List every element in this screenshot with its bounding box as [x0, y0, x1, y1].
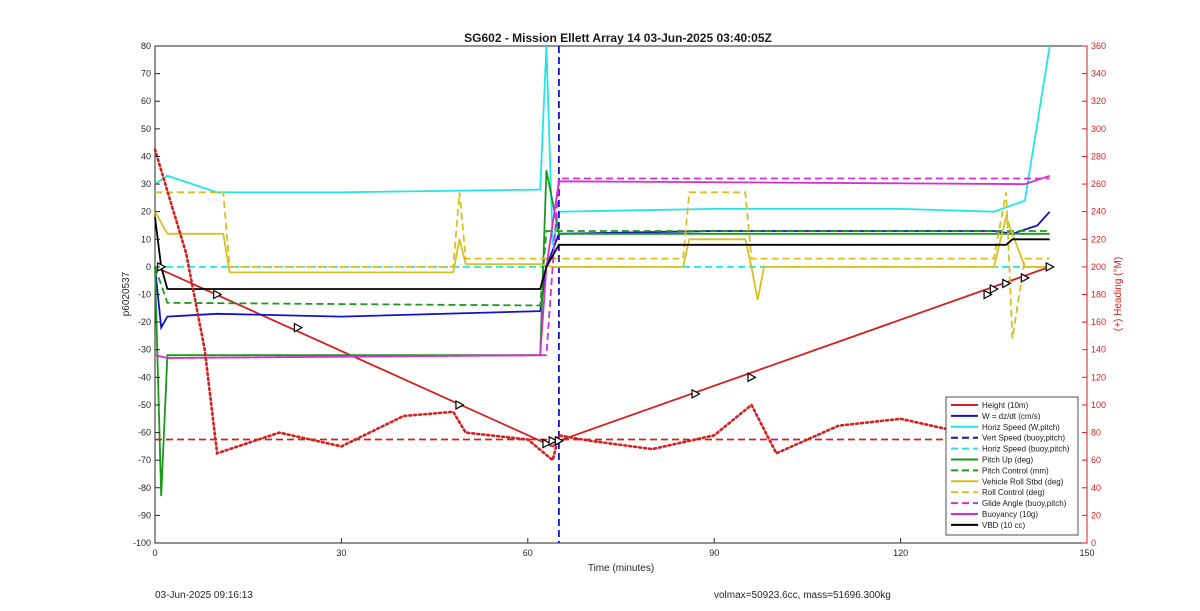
y2-tick-label: 220	[1091, 234, 1106, 244]
legend-box	[945, 396, 1079, 536]
triangle-marker	[747, 372, 757, 383]
y-tick-label: -40	[138, 372, 151, 382]
legend-label: Horiz Speed (W,pitch)	[982, 423, 1060, 432]
marker-layer	[157, 261, 1055, 449]
triangle-marker	[691, 388, 701, 399]
x-tick-label: 30	[336, 548, 346, 558]
series-layer	[153, 45, 1051, 543]
triangle-marker	[213, 289, 223, 300]
series-line-9	[155, 191, 1050, 339]
legend-label: Vehicle Roll Stbd (deg)	[982, 477, 1064, 486]
y-tick-label: 20	[141, 207, 151, 217]
y2-tick-label: 240	[1091, 207, 1106, 217]
legend-label: Pitch Up (deg)	[982, 456, 1033, 465]
x-tick-label: 120	[893, 548, 908, 558]
y-tick-label: 10	[141, 234, 151, 244]
y-tick-label: -100	[133, 538, 151, 548]
plot-frame	[154, 45, 1088, 544]
y-tick-label: 30	[141, 179, 151, 189]
y-tick-label: 80	[141, 41, 151, 51]
series-line-6	[154, 170, 1050, 497]
y2-tick-label: 260	[1091, 179, 1106, 189]
series-line-13	[153, 148, 1051, 476]
y2-tick-label: 300	[1091, 124, 1106, 134]
footer-timestamp: 03-Jun-2025 09:16:13	[155, 590, 253, 601]
y2-tick-label: 320	[1091, 96, 1106, 106]
triangle-marker	[455, 399, 465, 410]
y2-axis-ticks: 3603403203002802602402202001801601401201…	[1082, 41, 1106, 548]
y2-tick-label: 180	[1091, 290, 1106, 300]
legend-label: Roll Control (deg)	[982, 488, 1045, 497]
x-tick-label: 90	[709, 548, 719, 558]
y-axis-label: p6020537	[121, 271, 132, 316]
footer-volmax-mass: volmax=50923.6cc, mass=51696.300kg	[714, 590, 891, 601]
y2-tick-label: 120	[1091, 372, 1106, 382]
y2-tick-label: 80	[1091, 428, 1101, 438]
y-tick-label: -80	[138, 483, 151, 493]
y2-tick-label: 160	[1091, 317, 1106, 327]
legend-label: Pitch Control (mm)	[982, 466, 1049, 475]
y2-tick-label: 40	[1091, 483, 1101, 493]
plot-area	[153, 45, 1088, 544]
series-line-8	[154, 211, 1050, 301]
triangle-marker	[548, 435, 558, 446]
legend-label: Vert Speed (buoy,pitch)	[982, 434, 1065, 443]
legend-label: W = dz/dt (cm/s)	[982, 412, 1041, 421]
y-tick-label: 50	[141, 124, 151, 134]
legend-label: VBD (10 cc)	[982, 521, 1025, 530]
y2-tick-label: 340	[1091, 69, 1106, 79]
y2-tick-label: 280	[1091, 151, 1106, 161]
y-tick-label: -20	[138, 317, 151, 327]
y-tick-label: -10	[138, 290, 151, 300]
y2-tick-label: 360	[1091, 41, 1106, 51]
y-tick-label: 0	[146, 262, 151, 272]
legend-label: Glide Angle (buoy,pitch)	[982, 499, 1067, 508]
y-tick-label: -70	[138, 455, 151, 465]
triangle-marker	[554, 435, 565, 446]
legend-label: Horiz Speed (buoy,pitch)	[982, 445, 1070, 454]
triangle-marker	[1020, 272, 1031, 283]
triangle-marker	[293, 322, 304, 333]
y-tick-label: 60	[141, 96, 151, 106]
y2-tick-label: 20	[1091, 510, 1101, 520]
y2-tick-label: 200	[1091, 262, 1106, 272]
triangle-marker	[989, 283, 1000, 294]
y2-tick-label: 0	[1091, 538, 1096, 548]
triangle-marker	[1002, 278, 1012, 289]
y-tick-label: -50	[138, 400, 151, 410]
series-line-3	[154, 45, 1051, 245]
y-tick-label: 70	[141, 69, 151, 79]
legend-label: Height (10m)	[982, 401, 1029, 410]
y-tick-label: 40	[141, 151, 151, 161]
y-tick-label: -60	[138, 428, 151, 438]
x-axis-ticks: 0 30 60 90 120 150	[152, 538, 1095, 558]
y-axis-ticks: 80 70 60 50 40 30 20 10 0 -10 -20 -30 -40 -50 -60 -70 -8…	[133, 41, 160, 548]
triangle-marker	[983, 289, 993, 300]
series-line-12	[154, 217, 1050, 290]
y-tick-label: -90	[138, 510, 151, 520]
y-tick-label: -30	[138, 345, 151, 355]
x-axis-label: Time (minutes)	[588, 563, 654, 574]
triangle-marker	[1045, 261, 1055, 272]
y2-axis-label: (+) Heading (°M)	[1113, 257, 1124, 331]
x-tick-label: 0	[152, 548, 157, 558]
chart-title: SG602 - Mission Ellett Array 14 03-Jun-2…	[464, 31, 772, 45]
y2-tick-label: 140	[1091, 345, 1106, 355]
y2-tick-label: 100	[1091, 400, 1106, 410]
x-tick-label: 60	[523, 548, 533, 558]
y2-tick-label: 60	[1091, 455, 1101, 465]
triangle-marker	[542, 438, 552, 449]
legend: Height (10m) W = dz/dt (cm/s) Horiz Speed …	[945, 396, 1079, 536]
x-tick-label: 150	[1079, 548, 1094, 558]
series-line-7	[154, 230, 1050, 307]
series-line-10	[154, 177, 1050, 359]
legend-label: Buoyancy (10g)	[982, 510, 1038, 519]
